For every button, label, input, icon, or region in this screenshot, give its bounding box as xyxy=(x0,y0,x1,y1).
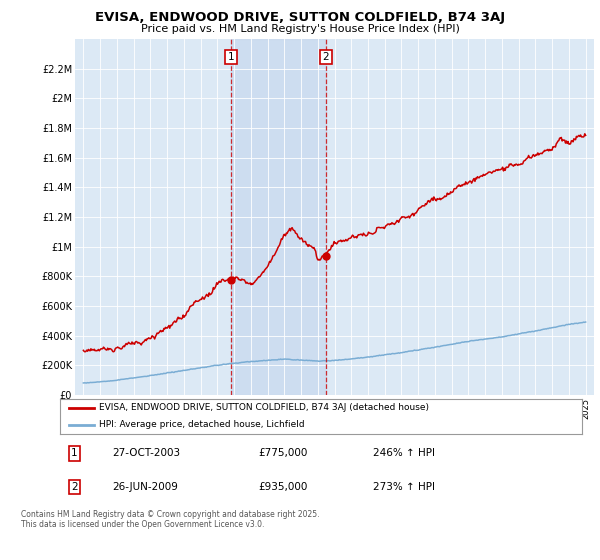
Text: Price paid vs. HM Land Registry's House Price Index (HPI): Price paid vs. HM Land Registry's House … xyxy=(140,24,460,34)
Text: 26-JUN-2009: 26-JUN-2009 xyxy=(112,482,178,492)
Text: £775,000: £775,000 xyxy=(259,449,308,459)
Text: EVISA, ENDWOOD DRIVE, SUTTON COLDFIELD, B74 3AJ: EVISA, ENDWOOD DRIVE, SUTTON COLDFIELD, … xyxy=(95,11,505,24)
Text: 27-OCT-2003: 27-OCT-2003 xyxy=(112,449,181,459)
Text: 2: 2 xyxy=(323,52,329,62)
Text: HPI: Average price, detached house, Lichfield: HPI: Average price, detached house, Lich… xyxy=(99,421,305,430)
Bar xyxy=(231,39,326,395)
Text: Contains HM Land Registry data © Crown copyright and database right 2025.
This d: Contains HM Land Registry data © Crown c… xyxy=(21,510,320,529)
Text: 2: 2 xyxy=(71,482,78,492)
Text: 246% ↑ HPI: 246% ↑ HPI xyxy=(373,449,435,459)
Text: £935,000: £935,000 xyxy=(259,482,308,492)
Text: 1: 1 xyxy=(228,52,235,62)
Text: 273% ↑ HPI: 273% ↑ HPI xyxy=(373,482,435,492)
Text: EVISA, ENDWOOD DRIVE, SUTTON COLDFIELD, B74 3AJ (detached house): EVISA, ENDWOOD DRIVE, SUTTON COLDFIELD, … xyxy=(99,403,429,412)
Text: 1: 1 xyxy=(71,449,78,459)
